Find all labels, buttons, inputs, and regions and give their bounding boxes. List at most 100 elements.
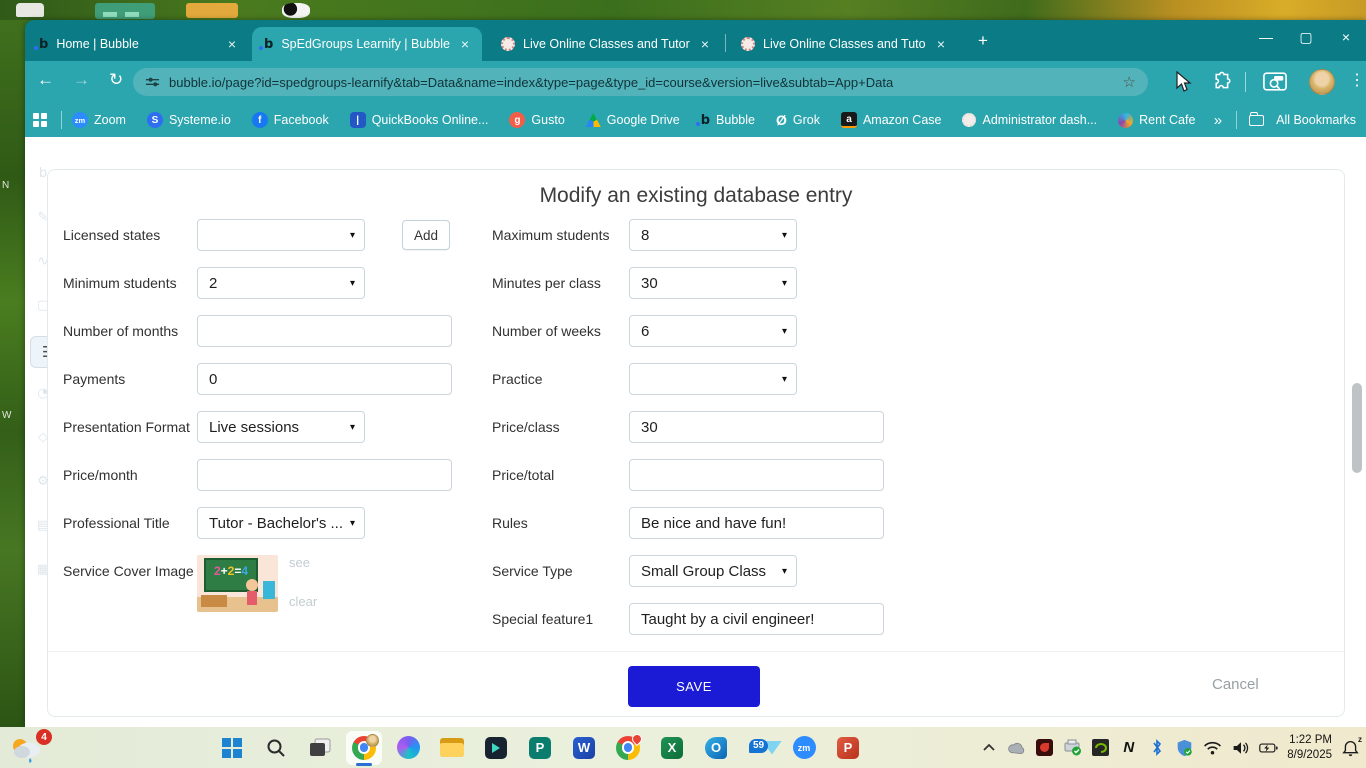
bookmark-grok[interactable]: Ø Grok — [775, 112, 820, 128]
zoom-app-button[interactable]: zm — [782, 728, 826, 768]
browser-menu-icon[interactable]: ⋮ — [1349, 72, 1365, 89]
practice-select[interactable]: ▾ — [629, 363, 797, 395]
taskbar-clock[interactable]: 1:22 PM 8/9/2025 — [1287, 733, 1332, 763]
wifi-icon[interactable] — [1203, 738, 1222, 757]
number-of-weeks-select[interactable]: 6 ▾ — [629, 315, 797, 347]
profile-avatar[interactable] — [1309, 69, 1335, 95]
desktop-label-w: W — [2, 410, 12, 421]
excel-button[interactable]: X — [650, 728, 694, 768]
cursor-extension-icon[interactable] — [1173, 71, 1193, 93]
address-bar[interactable]: bubble.io/page?id=spedgroups-learnify&ta… — [133, 68, 1148, 96]
tab-spedgroups-editor[interactable]: b SpEdGroups Learnify | Bubble E × — [252, 27, 482, 61]
copilot-button[interactable] — [386, 728, 430, 768]
word-button[interactable]: W — [562, 728, 606, 768]
rules-input[interactable] — [629, 507, 884, 539]
editor-sidebar-logo-icon: b — [38, 165, 48, 181]
bookmark-star-icon[interactable]: ☆ — [1122, 74, 1136, 91]
bookmark-zoom[interactable]: zm Zoom — [72, 112, 126, 128]
new-tab-button[interactable]: + — [978, 31, 988, 50]
bookmark-quickbooks[interactable]: | QuickBooks Online... — [349, 112, 488, 128]
tab-title: Live Online Classes and Tutorin — [523, 37, 690, 51]
back-button[interactable]: ← — [37, 70, 54, 89]
tune-icon — [145, 77, 160, 87]
professional-title-select[interactable]: Tutor - Bachelor's ... ▾ — [197, 507, 365, 539]
printer-tray-icon[interactable] — [1063, 738, 1082, 757]
licensed-states-select[interactable]: ▾ — [197, 219, 365, 251]
scrollbar-thumb[interactable] — [1352, 383, 1362, 473]
price-total-input[interactable] — [629, 459, 884, 491]
amd-tray-icon[interactable] — [1035, 738, 1054, 757]
tab-home-bubble[interactable]: b Home | Bubble × — [27, 27, 249, 61]
admin-dash-icon — [962, 113, 977, 127]
save-button[interactable]: SAVE — [628, 666, 760, 707]
bookmark-google-drive[interactable]: Google Drive — [585, 113, 680, 127]
publisher-button[interactable]: P — [518, 728, 562, 768]
outlook-button[interactable]: O — [694, 728, 738, 768]
bookmark-admin-dash[interactable]: Administrator dash... — [962, 113, 1097, 127]
price-class-input[interactable] — [629, 411, 884, 443]
minimize-button[interactable]: — — [1259, 29, 1273, 45]
see-link[interactable]: see — [289, 555, 310, 570]
bookmark-amazon[interactable]: a Amazon Case — [840, 112, 941, 128]
tab-close-icon[interactable]: × — [227, 36, 236, 52]
close-button[interactable]: × — [1341, 29, 1351, 45]
bookmarks-overflow-chevron[interactable]: » — [1213, 111, 1223, 129]
powerpoint-button[interactable]: P — [826, 728, 870, 768]
filmora-button[interactable] — [474, 728, 518, 768]
special-feature1-input[interactable] — [629, 603, 884, 635]
bookmark-systeme[interactable]: S Systeme.io — [146, 112, 231, 128]
maximum-students-select[interactable]: 8 ▾ — [629, 219, 797, 251]
editor-sidebar-workflow-icon: ∿ — [37, 253, 49, 269]
battery-icon[interactable] — [1259, 738, 1278, 757]
add-button[interactable]: Add — [402, 220, 450, 250]
chrome-shortcut-button[interactable] — [606, 728, 650, 768]
tab-live-classes-1[interactable]: Live Online Classes and Tutorin × — [489, 27, 722, 61]
bookmark-bubble[interactable]: b Bubble — [695, 113, 755, 128]
forward-button[interactable]: → — [73, 70, 90, 89]
payments-input[interactable] — [197, 363, 452, 395]
bookmark-gusto[interactable]: g Gusto — [509, 112, 565, 128]
bookmark-rent-cafe[interactable]: Rent Cafe — [1118, 112, 1195, 128]
minutes-per-class-select[interactable]: 30 ▾ — [629, 267, 797, 299]
file-explorer-button[interactable] — [430, 728, 474, 768]
reload-button[interactable]: ↻ — [109, 70, 124, 89]
search-button[interactable] — [254, 728, 298, 768]
start-button[interactable] — [210, 728, 254, 768]
apps-grid-icon[interactable] — [33, 113, 47, 127]
chrome-profile-badge — [366, 733, 379, 747]
maximize-button[interactable]: ▢ — [1299, 29, 1313, 45]
tab-close-icon[interactable]: × — [700, 36, 709, 52]
onedrive-icon[interactable] — [1007, 738, 1026, 757]
service-cover-image-thumbnail[interactable]: 2+2=4 — [197, 555, 278, 612]
tab-close-icon[interactable]: × — [460, 36, 469, 52]
bluetooth-icon[interactable] — [1147, 738, 1166, 757]
number-of-months-input[interactable] — [197, 315, 452, 347]
minimum-students-select[interactable]: 2 ▾ — [197, 267, 365, 299]
tab-live-classes-2[interactable]: Live Online Classes and Tutorin × — [729, 27, 958, 61]
mail-badge: 59 — [749, 738, 768, 753]
tray-chevron-icon[interactable] — [979, 738, 998, 757]
security-shield-icon[interactable] — [1175, 738, 1194, 757]
tab-close-icon[interactable]: × — [936, 36, 945, 52]
url-text[interactable]: bubble.io/page?id=spedgroups-learnify&ta… — [169, 74, 894, 90]
search-tabs-icon[interactable] — [1263, 72, 1287, 91]
editor-sidebar-plugins-icon: ◇ — [38, 429, 48, 445]
all-bookmarks-label[interactable]: All Bookmarks — [1276, 113, 1356, 127]
desktop-wallpaper-left: N W — [0, 20, 25, 727]
n-app-tray-icon[interactable]: N — [1123, 739, 1135, 756]
bookmark-facebook[interactable]: f Facebook — [251, 112, 329, 128]
mail-button[interactable]: 59 — [738, 728, 782, 768]
weather-widget[interactable]: 4 — [8, 729, 54, 766]
price-month-input[interactable] — [197, 459, 452, 491]
chrome-taskbar-button[interactable] — [342, 728, 386, 768]
service-type-select[interactable]: Small Group Class ▾ — [629, 555, 797, 587]
presentation-format-select[interactable]: Live sessions ▾ — [197, 411, 365, 443]
nvidia-tray-icon[interactable] — [1091, 738, 1110, 757]
clear-link[interactable]: clear — [289, 594, 318, 609]
cancel-button[interactable]: Cancel — [1212, 676, 1259, 693]
modal-title: Modify an existing database entry — [539, 184, 853, 207]
notification-bell-icon[interactable]: z — [1341, 735, 1362, 757]
task-view-button[interactable] — [298, 728, 342, 768]
volume-icon[interactable] — [1231, 738, 1250, 757]
extensions-puzzle-icon[interactable] — [1211, 71, 1232, 92]
